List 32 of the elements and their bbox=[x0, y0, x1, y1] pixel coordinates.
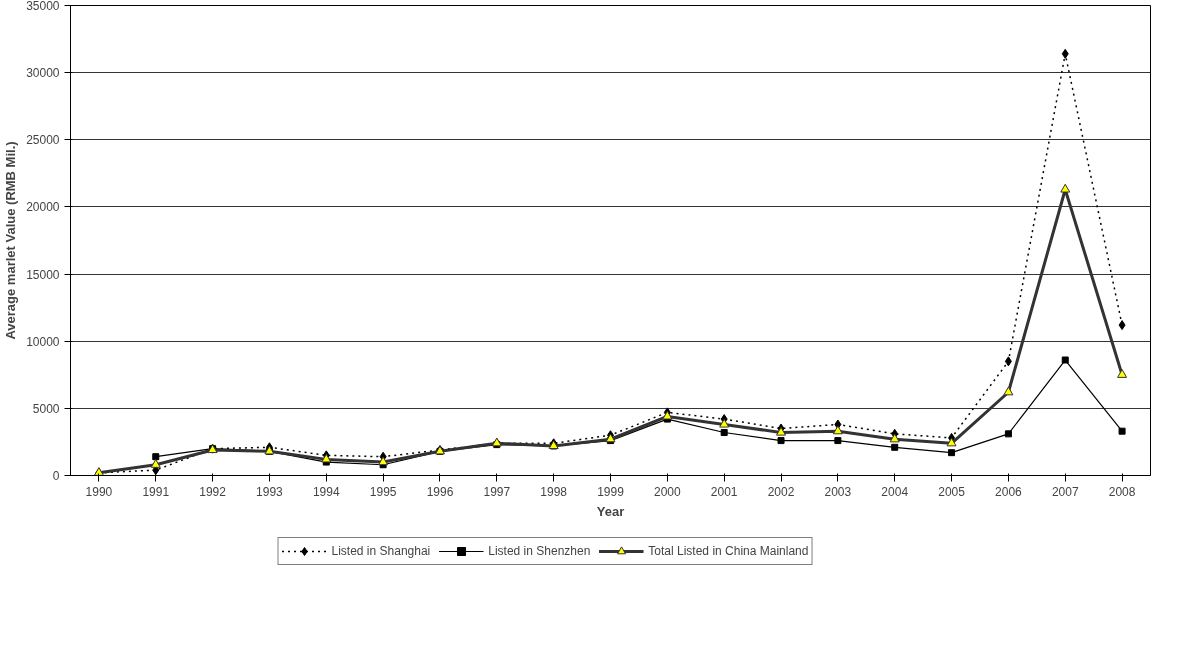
y-axis-title: Average marlet Value (RMB Mil.) bbox=[3, 141, 19, 340]
legend-label: Listed in Shenzhen bbox=[488, 544, 591, 558]
x-tick-label: 1994 bbox=[312, 484, 340, 499]
x-tick-label: 1993 bbox=[256, 484, 284, 499]
x-tick-label: 2000 bbox=[653, 484, 682, 499]
x-tick-label: 1996 bbox=[426, 484, 454, 499]
x-tick-label: 2006 bbox=[995, 484, 1023, 499]
x-tick-label: 1995 bbox=[369, 484, 397, 499]
legend-label: Listed in Shanghai bbox=[331, 544, 431, 558]
x-tick-label: 2005 bbox=[938, 484, 966, 499]
y-tick-label: 20000 bbox=[26, 200, 60, 215]
legend-label: Total Listed in China Mainland bbox=[648, 544, 809, 558]
y-tick-label: 35000 bbox=[26, 0, 60, 13]
y-tick-label: 0 bbox=[52, 469, 60, 483]
x-axis-title: Year bbox=[596, 503, 625, 519]
x-tick-label: 2002 bbox=[767, 484, 795, 499]
x-tick-label: 2007 bbox=[1051, 484, 1079, 499]
x-tick-label: 1990 bbox=[85, 484, 113, 499]
y-tick-label: 25000 bbox=[26, 133, 60, 148]
x-tick-label: 1997 bbox=[483, 484, 511, 499]
x-tick-label: 2003 bbox=[824, 484, 852, 499]
y-tick-label: 10000 bbox=[26, 334, 60, 349]
x-tick-label: 1992 bbox=[199, 484, 227, 499]
x-tick-label: 1998 bbox=[540, 484, 568, 499]
x-tick-label: 2004 bbox=[881, 484, 909, 499]
y-tick-label: 5000 bbox=[32, 401, 60, 416]
x-tick-label: 2001 bbox=[710, 484, 738, 499]
x-tick-label: 1991 bbox=[142, 484, 170, 499]
y-tick-label: 30000 bbox=[26, 66, 60, 81]
y-tick-label: 15000 bbox=[26, 267, 60, 282]
x-tick-label: 1999 bbox=[597, 484, 625, 499]
x-tick-label: 2008 bbox=[1108, 484, 1136, 499]
